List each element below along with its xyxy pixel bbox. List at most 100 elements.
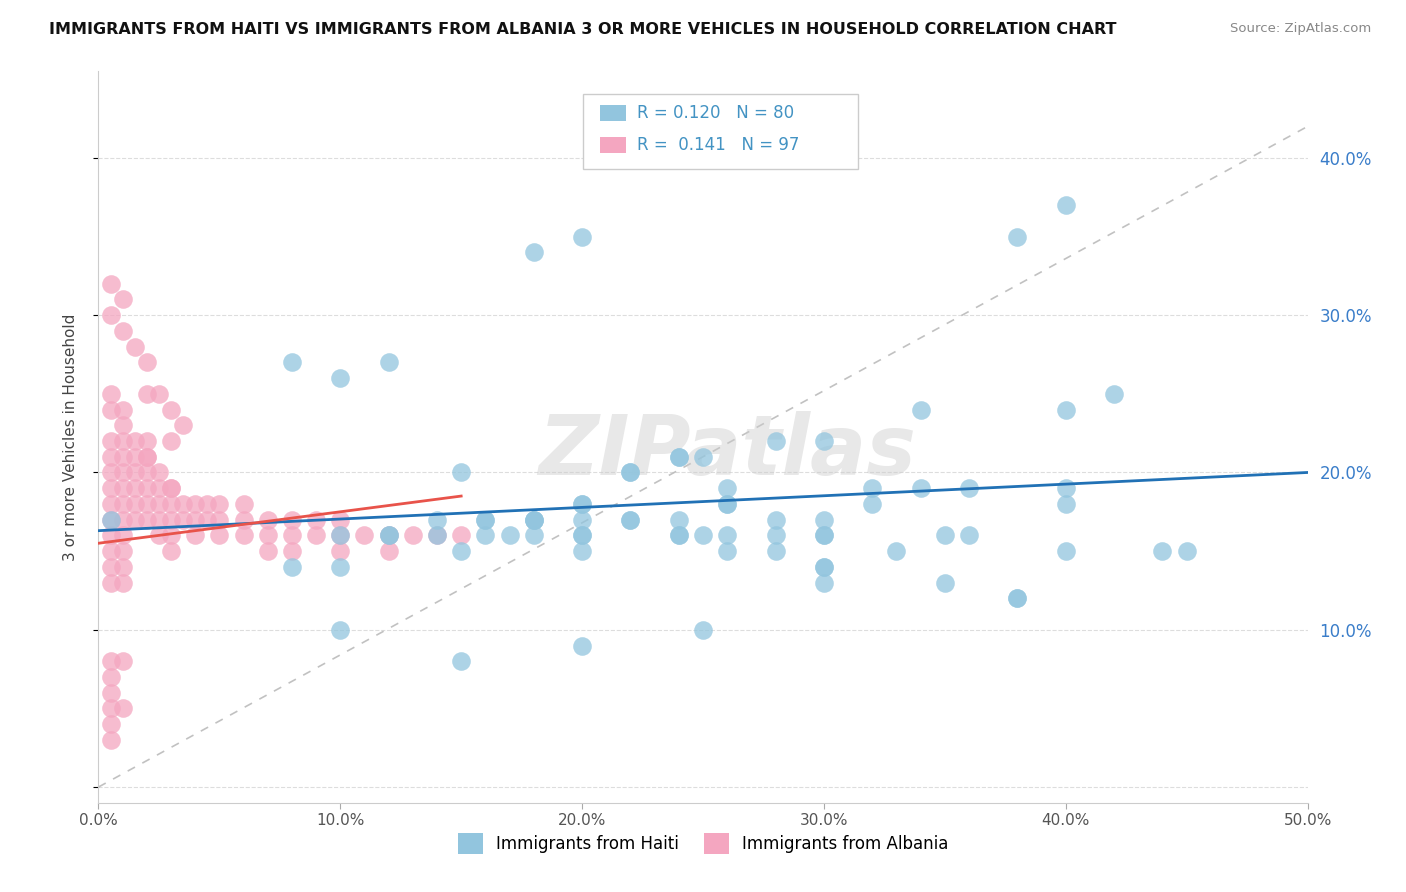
Point	[124, 466, 146, 480]
Point	[1007, 229, 1029, 244]
Point	[195, 513, 218, 527]
Point	[619, 513, 641, 527]
Point	[765, 528, 787, 542]
Point	[100, 466, 122, 480]
Legend: Immigrants from Haiti, Immigrants from Albania: Immigrants from Haiti, Immigrants from A…	[451, 827, 955, 860]
Point	[232, 528, 254, 542]
Point	[184, 497, 207, 511]
Point	[1054, 497, 1077, 511]
Point	[619, 466, 641, 480]
Point	[765, 513, 787, 527]
Point	[111, 544, 134, 558]
Point	[813, 575, 835, 590]
Point	[100, 513, 122, 527]
Point	[1054, 481, 1077, 495]
Point	[329, 513, 352, 527]
Point	[668, 513, 690, 527]
Point	[860, 497, 883, 511]
Point	[100, 701, 122, 715]
Point	[668, 528, 690, 542]
Point	[377, 528, 399, 542]
Point	[716, 544, 738, 558]
Point	[329, 559, 352, 574]
Point	[402, 528, 425, 542]
Point	[523, 513, 546, 527]
Point	[100, 654, 122, 668]
Point	[111, 559, 134, 574]
Point	[148, 481, 170, 495]
Point	[860, 481, 883, 495]
Point	[1152, 544, 1174, 558]
Point	[450, 528, 472, 542]
Point	[571, 497, 593, 511]
Point	[305, 528, 328, 542]
Point	[692, 623, 714, 637]
Point	[160, 481, 183, 495]
Point	[184, 528, 207, 542]
Text: ZIPatlas: ZIPatlas	[538, 411, 917, 492]
Point	[111, 402, 134, 417]
Point	[100, 717, 122, 731]
Point	[160, 481, 183, 495]
Point	[100, 732, 122, 747]
Point	[571, 229, 593, 244]
Point	[100, 308, 122, 322]
Point	[571, 513, 593, 527]
Point	[329, 623, 352, 637]
Point	[135, 513, 157, 527]
Point	[100, 434, 122, 448]
Point	[195, 497, 218, 511]
Point	[100, 513, 122, 527]
Point	[571, 639, 593, 653]
Y-axis label: 3 or more Vehicles in Household: 3 or more Vehicles in Household	[63, 313, 77, 561]
Point	[329, 544, 352, 558]
Point	[111, 434, 134, 448]
Point	[934, 528, 956, 542]
Point	[100, 497, 122, 511]
Point	[281, 559, 304, 574]
Point	[1054, 198, 1077, 212]
Point	[111, 701, 134, 715]
Point	[111, 513, 134, 527]
Point	[426, 513, 449, 527]
Point	[172, 497, 194, 511]
Point	[100, 481, 122, 495]
Point	[160, 513, 183, 527]
Point	[1054, 544, 1077, 558]
Point	[377, 528, 399, 542]
Point	[474, 528, 496, 542]
Point	[208, 497, 231, 511]
Point	[329, 528, 352, 542]
Point	[692, 528, 714, 542]
Point	[135, 387, 157, 401]
Point	[377, 544, 399, 558]
Point	[765, 544, 787, 558]
Point	[474, 513, 496, 527]
Point	[668, 528, 690, 542]
Point	[100, 575, 122, 590]
Point	[281, 528, 304, 542]
Point	[281, 513, 304, 527]
Point	[498, 528, 520, 542]
Point	[111, 293, 134, 307]
Point	[256, 544, 278, 558]
Point	[813, 559, 835, 574]
Point	[765, 434, 787, 448]
Text: Source: ZipAtlas.com: Source: ZipAtlas.com	[1230, 22, 1371, 36]
Point	[813, 513, 835, 527]
Point	[474, 513, 496, 527]
Point	[426, 528, 449, 542]
Point	[716, 481, 738, 495]
Point	[910, 402, 932, 417]
Point	[124, 434, 146, 448]
Point	[135, 466, 157, 480]
Point	[668, 450, 690, 464]
Point	[135, 450, 157, 464]
Point	[281, 544, 304, 558]
Point	[329, 528, 352, 542]
Point	[1175, 544, 1198, 558]
Point	[111, 466, 134, 480]
Point	[160, 497, 183, 511]
Point	[305, 513, 328, 527]
Point	[172, 513, 194, 527]
